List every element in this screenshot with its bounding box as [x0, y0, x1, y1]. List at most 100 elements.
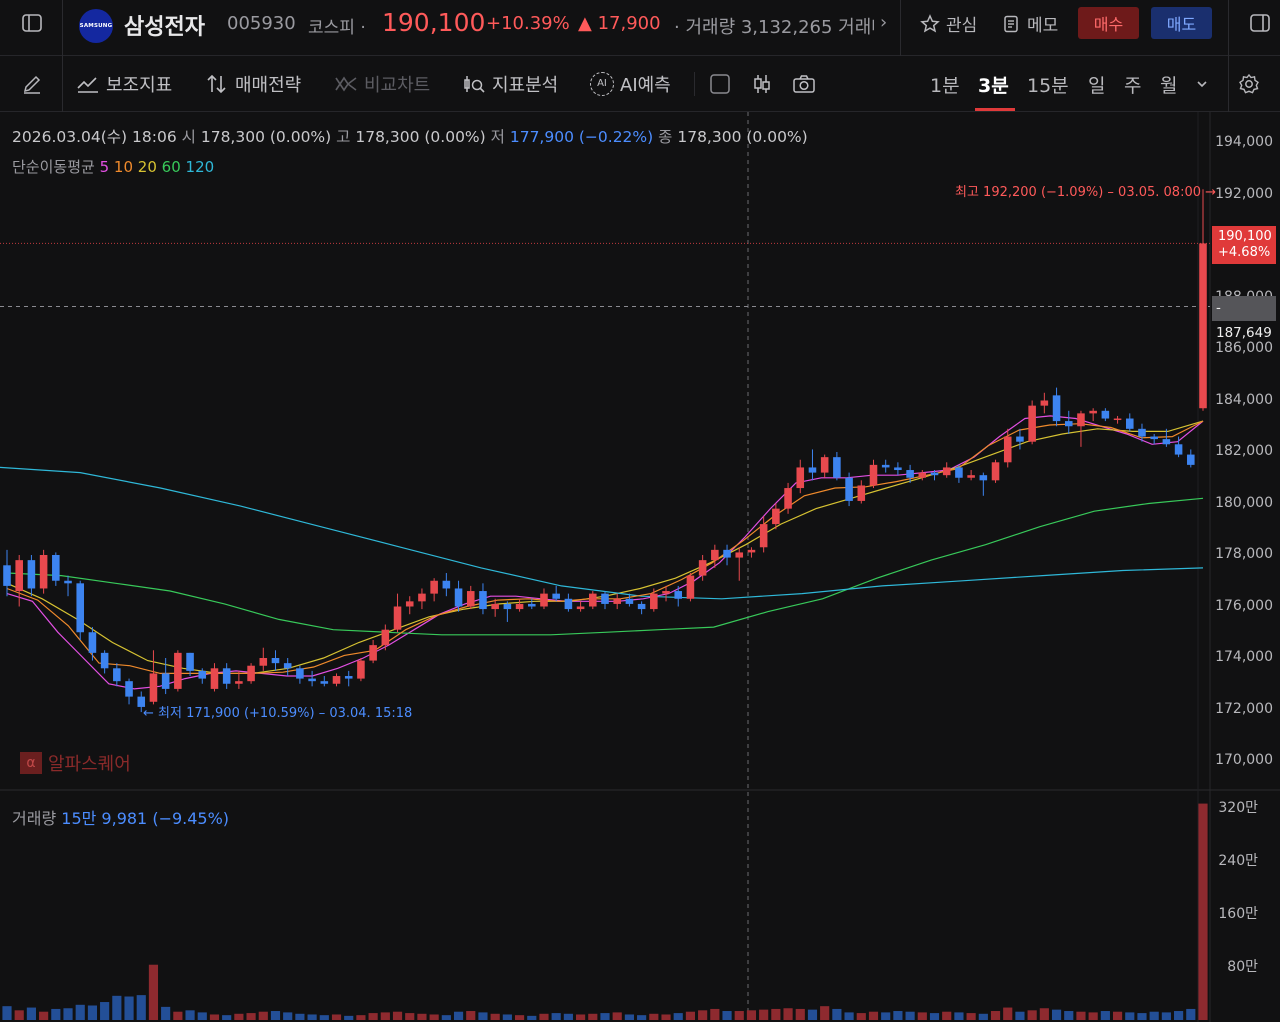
- analysis-button[interactable]: 지표분석: [462, 71, 558, 97]
- volume-tick: 240만: [1218, 853, 1258, 869]
- volume-bar: [148, 964, 159, 1020]
- volume-bar: [881, 1012, 891, 1020]
- camera-icon[interactable]: [790, 70, 818, 98]
- candle-body: [625, 598, 634, 604]
- indicator-label: 보조지표: [106, 75, 173, 96]
- candle: [991, 459, 1000, 483]
- price-chart-canvas[interactable]: [0, 112, 1280, 1022]
- chevron-down-icon[interactable]: [1188, 70, 1216, 98]
- candle-body: [613, 598, 621, 604]
- volume-bar: [295, 1013, 305, 1020]
- timeframe-week[interactable]: 주: [1124, 75, 1142, 97]
- watch-button[interactable]: 관심: [920, 11, 977, 36]
- high-price-note: 최고 192,200 (−1.09%) – 03.05. 08:00 →: [955, 185, 1217, 200]
- volume-bar: [39, 1011, 49, 1020]
- indicator-button[interactable]: 보조지표: [76, 71, 172, 97]
- timeframe-1min[interactable]: 1분: [930, 75, 960, 97]
- ai-predict-button[interactable]: AI AI예측: [590, 71, 671, 97]
- timeframe-15min[interactable]: 15분: [1027, 75, 1069, 97]
- indicator-icon: [77, 77, 98, 93]
- candle-body: [650, 593, 658, 610]
- candle: [491, 598, 499, 617]
- candle: [344, 670, 353, 687]
- sidebar-toggle-icon[interactable]: [18, 9, 46, 37]
- memo-label: 메모: [1027, 16, 1059, 36]
- candle-body: [381, 629, 390, 646]
- candle: [1113, 415, 1122, 424]
- settings-gear-icon[interactable]: [1235, 70, 1263, 98]
- volume-bar: [661, 1014, 671, 1020]
- candle-body: [698, 560, 707, 576]
- timeframe-month[interactable]: 월: [1160, 75, 1178, 97]
- volume-bar: [185, 1010, 195, 1020]
- ma20-line: [6, 420, 1204, 675]
- candle: [149, 650, 158, 705]
- volume-bar: [490, 1013, 500, 1020]
- candle: [820, 454, 829, 478]
- candle: [137, 691, 146, 713]
- volume-bar: [917, 1012, 927, 1020]
- candle: [479, 583, 487, 615]
- volume-bar: [124, 996, 134, 1020]
- candle: [369, 639, 377, 664]
- candle-body: [149, 673, 158, 702]
- candle: [1052, 387, 1061, 427]
- chevron-right-icon[interactable]: ›: [880, 12, 888, 33]
- sell-button[interactable]: 매도: [1151, 7, 1212, 39]
- candle: [1150, 433, 1158, 445]
- candle: [210, 663, 219, 692]
- candle: [442, 573, 451, 597]
- candle-body: [283, 663, 292, 669]
- strategy-button[interactable]: 매매전략: [205, 71, 301, 97]
- low-value: 177,900 (−0.22%): [509, 128, 654, 146]
- strategy-label: 매매전략: [235, 75, 302, 96]
- candle: [552, 585, 560, 602]
- candle: [869, 459, 878, 489]
- price-tick: 192,000: [1215, 185, 1273, 202]
- compare-button[interactable]: 비교차트: [334, 71, 430, 97]
- price-tick: 174,000: [1215, 649, 1273, 665]
- candle: [15, 555, 23, 607]
- ma20-legend: 20: [137, 158, 157, 176]
- candle-body: [271, 658, 280, 664]
- candle-body: [1187, 454, 1195, 465]
- candle-body: [1064, 421, 1073, 427]
- candle-body: [601, 593, 609, 604]
- candle: [283, 658, 292, 677]
- candle-type-icon[interactable]: [748, 70, 776, 98]
- volume-bar: [954, 1012, 964, 1020]
- pencil-icon[interactable]: [18, 70, 46, 98]
- timeframe-day[interactable]: 일: [1088, 75, 1106, 97]
- volume-bar: [966, 1013, 976, 1020]
- candle-body: [711, 549, 719, 561]
- panel-toggle-icon[interactable]: [1246, 9, 1274, 37]
- price-tick: 194,000: [1215, 134, 1273, 150]
- samsung-logo: SAMSUNG: [79, 9, 113, 43]
- candle-body: [503, 603, 512, 610]
- candle: [540, 588, 548, 610]
- crosshair-price-tag: - 187,649: [1212, 296, 1276, 341]
- candle: [601, 591, 609, 610]
- candle-body: [52, 555, 60, 581]
- candle-body: [1125, 418, 1134, 429]
- timeframe-3min[interactable]: 3분: [978, 75, 1009, 97]
- volume-bar: [2, 1006, 12, 1020]
- candle: [3, 549, 11, 597]
- moving-average-legend[interactable]: 단순이동평균 5 10 20 60 120: [12, 156, 214, 177]
- candle-body: [161, 673, 170, 689]
- candle: [100, 650, 109, 674]
- volume-bar: [576, 1014, 586, 1020]
- buy-button[interactable]: 매수: [1078, 7, 1139, 39]
- stock-header: SAMSUNG 삼성전자 005930 코스피 · 190,100 +10.39…: [0, 0, 1280, 56]
- candle: [222, 663, 231, 689]
- current-price: 190,100: [382, 8, 486, 37]
- checkbox-icon[interactable]: [706, 70, 734, 98]
- memo-button[interactable]: 메모: [1001, 11, 1058, 36]
- candle: [64, 575, 72, 597]
- candle-body: [772, 508, 780, 525]
- volume-bar: [1174, 1011, 1184, 1020]
- volume-bar: [197, 1012, 207, 1020]
- candle: [808, 449, 817, 481]
- price-tick: 170,000: [1215, 752, 1273, 768]
- close-label: 종: [658, 128, 673, 146]
